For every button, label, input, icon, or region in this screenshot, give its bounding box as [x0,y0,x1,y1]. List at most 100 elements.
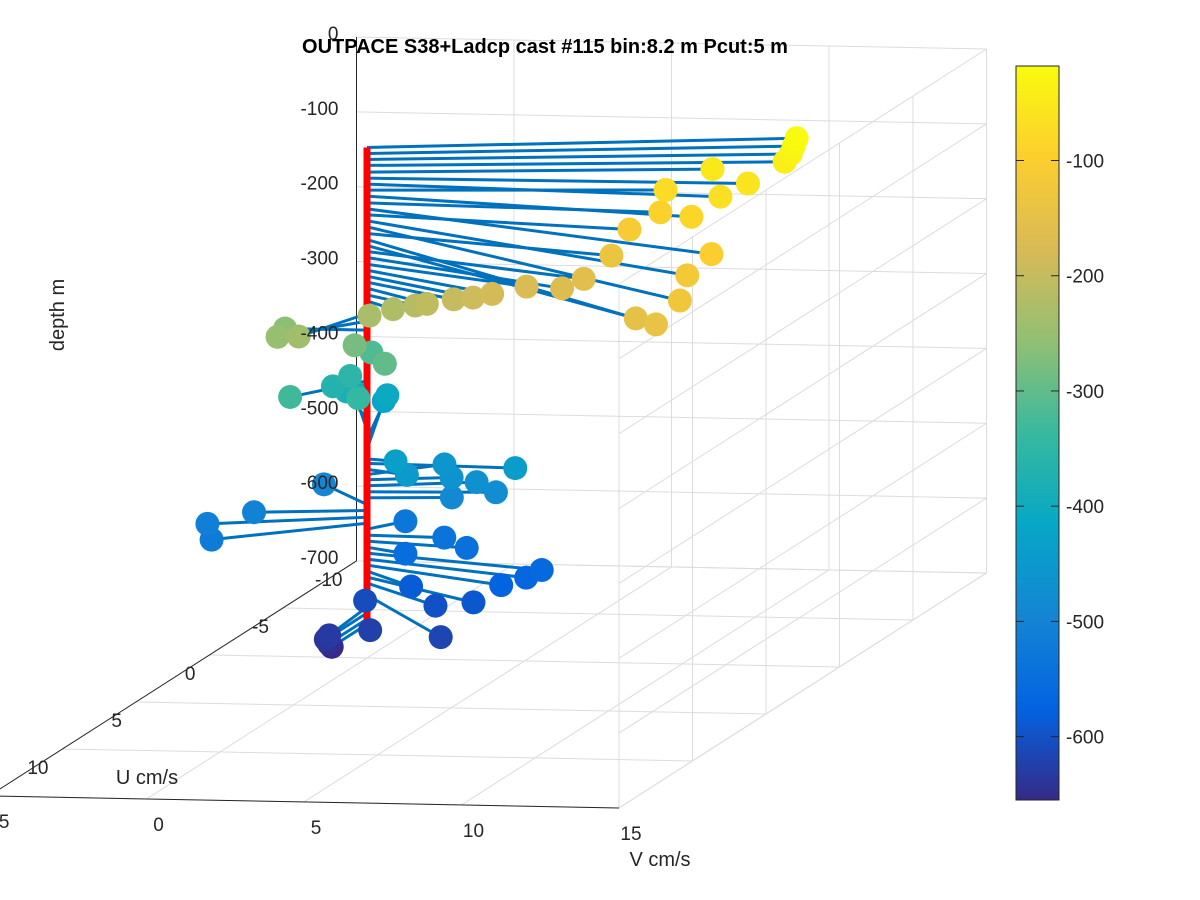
velocity-vector [366,593,442,639]
side-wall-grid-line [618,198,987,435]
data-point [480,281,505,306]
side-wall-grid-line [618,48,987,285]
velocity-vector [366,167,713,174]
axis-ticks: 0 -100 -200 -300 -400 -500 -600 -700-10 -5 0 5 10 15… [0,24,642,845]
colorbar-gradient [1015,65,1060,801]
data-point [503,456,528,481]
data-point [414,291,439,316]
data-point [617,217,642,242]
data-point [464,470,489,495]
side-wall-grid-line [618,497,987,734]
z-axis-label: depth m [47,279,69,351]
data-point [393,509,418,534]
floor-grid-line [135,701,767,715]
z-tick-label: -300 [300,249,338,270]
data-point [338,363,363,388]
data-point [599,243,624,268]
x-axis-label: V cm/s [629,849,690,871]
side-wall-grid-line [618,422,987,659]
data-point [514,274,539,299]
x-tick-label: 0 [153,815,164,836]
data-point [381,297,406,322]
velocity-vector [366,194,692,219]
data-point [375,383,400,408]
data-point [346,386,371,411]
data-point [265,324,290,349]
data-point [317,623,342,648]
y-axis-line [0,560,357,790]
colorbar-tick-label: -500 [1066,612,1104,633]
back-wall-grid-line [356,335,987,349]
data-point [648,200,673,225]
data-point [461,285,486,310]
data-point [708,184,733,209]
data-point [342,333,367,358]
velocity-vector [366,533,445,540]
data-point [423,593,448,618]
back-wall-grid-line [356,485,987,499]
z-tick-label: -500 [300,398,338,419]
x-tick-label: 15 [620,824,641,845]
data-point [399,574,424,599]
floor-grid-line [0,560,357,790]
data-point [383,449,408,474]
data-point [461,590,486,615]
velocity-vector [207,515,368,526]
data-point [735,171,760,196]
colorbar-ticks: -100 -200 -300 -400 -500 -600 [1016,151,1104,749]
data-point [195,511,220,536]
data-point [699,242,724,267]
velocity-vector [366,207,712,256]
x-axis-line [0,795,620,809]
floor-grid-line [461,569,830,806]
velocity-vector [366,144,794,155]
back-wall-grid-line [356,111,987,125]
floor-grid-line [209,654,840,668]
velocity-vector [366,225,681,302]
data-point [439,485,464,510]
data-point [432,452,457,477]
data-point [372,351,397,376]
velocity-vector [211,521,368,542]
data-point [441,287,466,312]
velocity-vector [366,581,436,608]
floor-grid-line [62,748,693,762]
data-point [623,306,648,331]
colorbar: -100 -200 -300 -400 -500 -600 [1015,65,1104,801]
z-tick-label: 0 [328,24,339,45]
x-tick-label: 5 [311,818,322,839]
data-point [357,303,382,328]
floor-grid-line [146,563,515,800]
y-axis-label: U cm/s [116,767,178,789]
data-point [550,276,575,301]
data-point [393,541,418,566]
z-tick-label: -700 [300,548,338,569]
data-point [454,535,479,560]
data-point [320,374,345,399]
side-wall-grid-line [618,347,987,584]
colorbar-tick-label: -200 [1066,267,1104,288]
velocity-vector [366,136,797,149]
data-point [489,573,514,598]
floor-grid-line [282,607,914,621]
colorbar-tick-label: -400 [1066,497,1104,518]
axes-box [0,37,620,809]
y-tick-label: 5 [111,711,122,732]
y-tick-label: 10 [27,758,48,779]
x-tick-label: 10 [463,821,484,842]
velocity-vector [366,152,791,161]
z-tick-label: -400 [300,323,338,344]
data-point [679,204,704,229]
side-wall-grid-line [618,123,987,360]
colorbar-tick-label: -100 [1066,151,1104,172]
data-point [428,625,453,650]
velocity-vector [366,563,502,587]
side-wall-grid-line [618,273,987,509]
x-tick-label: -5 [0,812,9,833]
z-tick-label: -600 [300,473,338,494]
velocity-vector [366,176,748,185]
velocity-vector [366,213,630,232]
y-tick-label: -10 [315,570,342,591]
